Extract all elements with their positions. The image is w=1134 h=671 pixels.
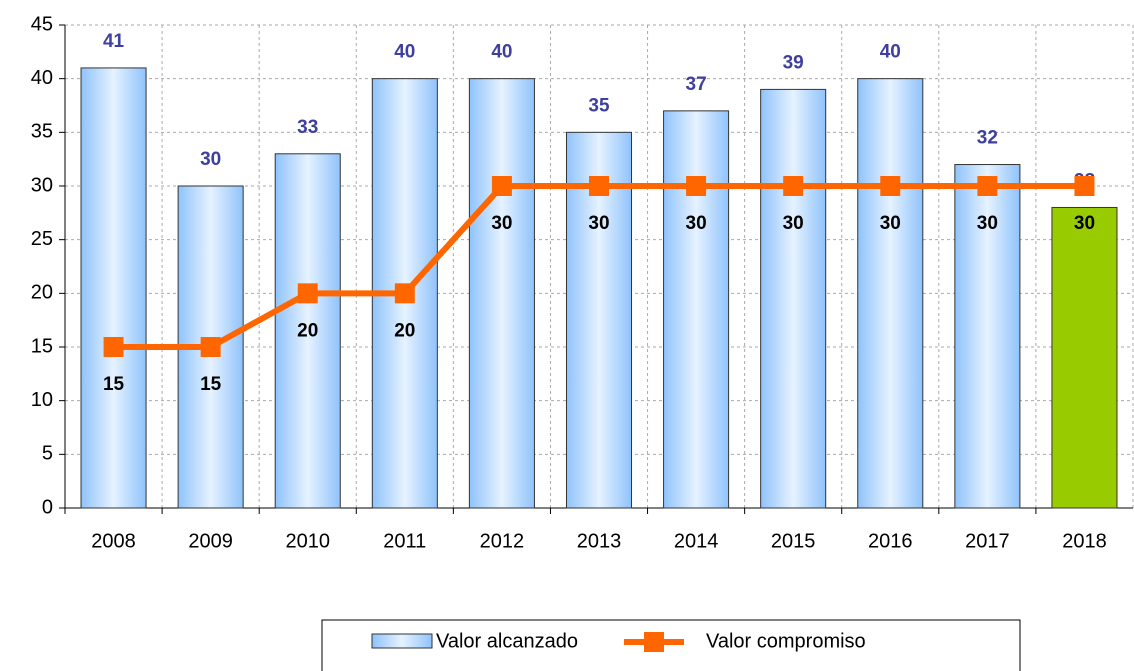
x-tick-label: 2017 — [965, 530, 1010, 552]
x-tick-label: 2013 — [577, 530, 622, 552]
bar-label: 39 — [783, 52, 804, 73]
legend-box — [321, 619, 1021, 671]
y-tick-label: 10 — [31, 389, 53, 411]
legend-label: Valor alcanzado — [436, 630, 578, 652]
bar-label: 40 — [491, 42, 512, 63]
bar-label: 41 — [103, 31, 125, 52]
bar-label: 32 — [977, 128, 998, 149]
line-label: 20 — [297, 320, 318, 341]
line-marker — [200, 337, 221, 357]
x-tick-label: 2018 — [1062, 530, 1107, 552]
y-tick-label: 15 — [31, 335, 53, 357]
line-label: 30 — [1074, 213, 1095, 234]
y-tick-label: 5 — [42, 443, 53, 465]
x-tick-label: 2008 — [91, 530, 136, 552]
line-marker — [103, 337, 124, 357]
legend-swatch — [371, 633, 433, 649]
line-marker — [977, 176, 998, 196]
line-label: 30 — [783, 213, 804, 234]
line-marker — [783, 176, 804, 196]
bar — [274, 153, 341, 509]
legend-label: Valor compromiso — [706, 630, 866, 652]
line-marker — [394, 283, 415, 304]
y-tick-label: 30 — [31, 174, 53, 196]
bar-label: 40 — [394, 42, 415, 63]
line-label: 30 — [686, 213, 707, 234]
bar — [760, 88, 827, 509]
line-label: 30 — [491, 213, 512, 234]
x-tick-label: 2010 — [285, 530, 330, 552]
bar-label: 33 — [297, 117, 318, 138]
line-label: 30 — [880, 213, 901, 234]
x-tick-label: 2009 — [188, 530, 233, 552]
line-label: 15 — [200, 374, 222, 395]
line-label: 30 — [977, 213, 998, 234]
x-tick-label: 2012 — [480, 530, 525, 552]
x-tick-label: 2014 — [674, 530, 719, 552]
y-tick-label: 45 — [31, 13, 53, 35]
bar — [954, 164, 1021, 509]
bar-label: 40 — [880, 42, 901, 63]
bar — [468, 78, 535, 509]
line-label: 20 — [394, 320, 415, 341]
bar — [857, 78, 924, 509]
bar-label: 30 — [200, 149, 221, 170]
line-marker — [297, 283, 318, 304]
line-marker — [880, 176, 901, 196]
bar — [80, 67, 147, 509]
y-tick-label: 25 — [31, 228, 53, 250]
y-tick-label: 20 — [31, 282, 53, 304]
line-label: 30 — [588, 213, 609, 234]
x-tick-label: 2011 — [383, 530, 426, 552]
line-marker — [686, 176, 707, 196]
legend-marker — [644, 632, 664, 652]
bar — [663, 110, 730, 509]
line-marker — [589, 176, 609, 196]
line-marker — [491, 176, 512, 196]
bar-label: 37 — [686, 74, 707, 95]
y-tick-label: 40 — [31, 67, 53, 89]
y-tick-label: 35 — [31, 121, 53, 143]
x-tick-label: 2016 — [868, 530, 913, 552]
y-tick-label: 0 — [42, 496, 53, 518]
bar — [1051, 206, 1118, 509]
x-tick-label: 2015 — [771, 530, 816, 552]
bar-label: 35 — [588, 95, 610, 116]
line-marker — [1074, 176, 1095, 196]
line-label: 15 — [103, 374, 125, 395]
